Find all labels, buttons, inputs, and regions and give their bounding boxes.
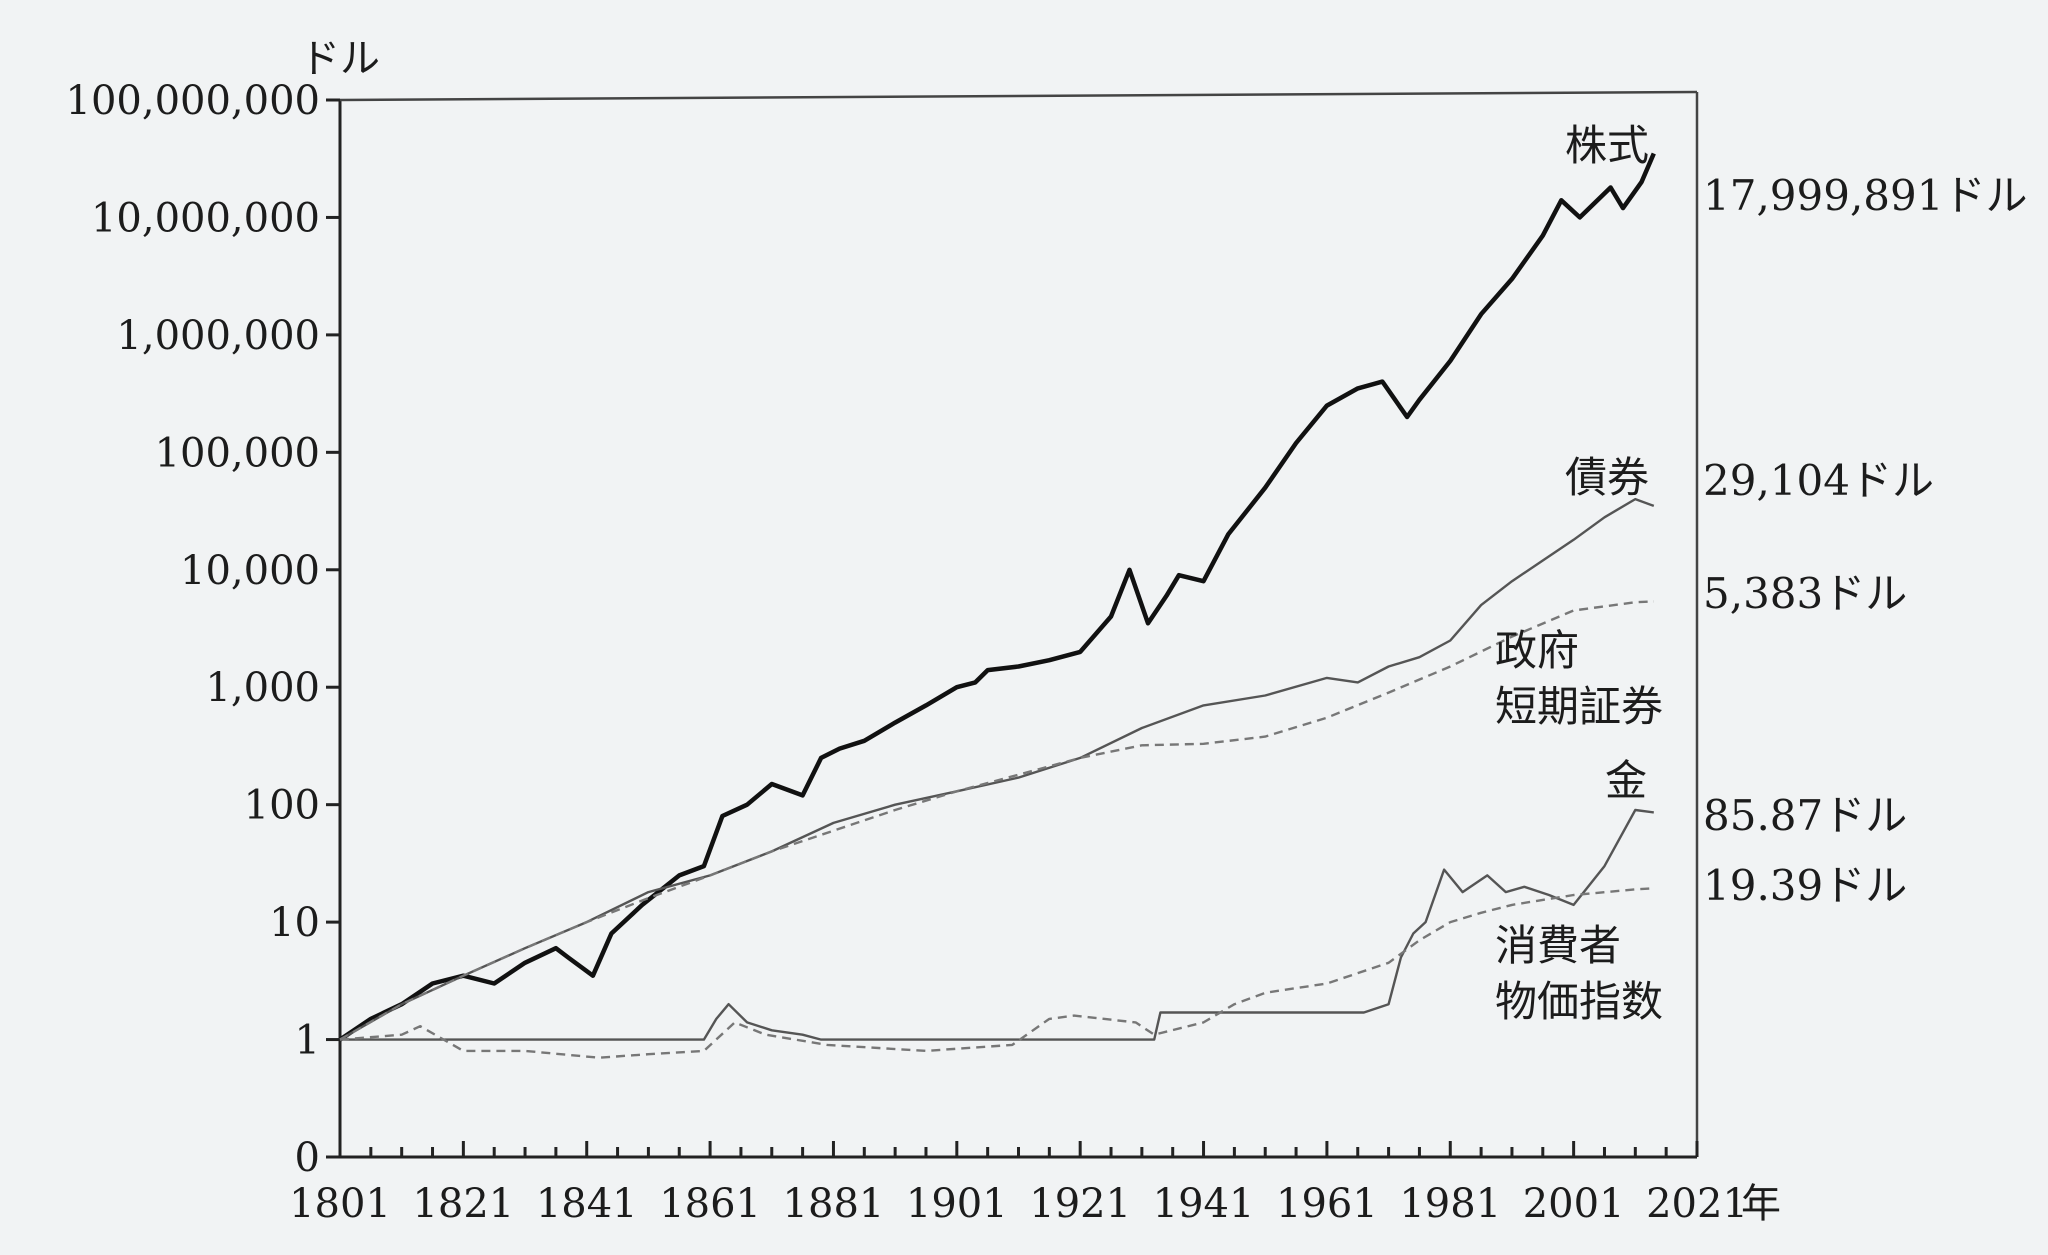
series-line-3 (340, 808, 1654, 1041)
series-line-4 (339, 887, 1654, 1059)
series-line-1 (339, 497, 1655, 1041)
y-tick-label: 10 (269, 900, 320, 946)
series-name-label-1: 債券 (1565, 453, 1649, 502)
frame-top (339, 90, 1698, 102)
x-tick-label: 2021 (1646, 1181, 1748, 1227)
x-tick-label: 1861 (659, 1181, 761, 1227)
y-tick-label: 100,000 (155, 430, 320, 476)
x-tick-label: 1961 (1276, 1181, 1378, 1227)
x-tick-label: 1881 (783, 1181, 885, 1227)
x-axis-unit-label: 年 (1741, 1181, 1781, 1227)
x-tick-label: 1921 (1029, 1181, 1131, 1227)
series-name-label-0: 株式 (1565, 121, 1649, 170)
y-tick-label: 1,000 (205, 665, 320, 711)
series-line-2 (339, 600, 1654, 1041)
series-name-label-4: 消費者物価指数 (1495, 921, 1663, 1026)
x-tick-label: 1841 (536, 1181, 638, 1227)
series-end-value-0: 17,999,891ドル (1703, 171, 2027, 220)
series-layer (338, 152, 1656, 1059)
y-tick-label: 100,000,000 (66, 78, 320, 124)
y-tick-label: 1 (295, 1018, 320, 1064)
y-tick-label: 0 (295, 1135, 320, 1181)
x-tick-label: 1901 (906, 1181, 1008, 1227)
series-line-0 (338, 152, 1656, 1042)
y-tick-label: 1,000,000 (116, 313, 320, 359)
series-end-value-4: 19.39ドル (1703, 861, 1907, 910)
x-tick-label: 1941 (1153, 1181, 1255, 1227)
series-end-value-1: 29,104ドル (1703, 456, 1934, 505)
y-tick-label: 10,000 (180, 548, 320, 594)
x-tick-label: 2001 (1523, 1181, 1625, 1227)
x-tick-label: 1981 (1399, 1181, 1501, 1227)
x-tick-label: 1821 (412, 1181, 514, 1227)
y-tick-label: 10,000,000 (91, 195, 320, 241)
series-end-value-3: 85.87ドル (1703, 791, 1907, 840)
x-tick-label: 1801 (289, 1181, 391, 1227)
y-tick-label: 100 (244, 783, 320, 829)
series-name-label-2: 政府短期証券 (1495, 626, 1663, 731)
series-end-value-2: 5,383ドル (1703, 569, 1907, 618)
axes: 0 1 10 100 1,000 10,000 100,000 1,000,000 10,000… (66, 78, 1781, 1227)
series-name-label-3: 金 (1605, 756, 1647, 805)
y-axis-unit-label: ドル (300, 36, 380, 82)
